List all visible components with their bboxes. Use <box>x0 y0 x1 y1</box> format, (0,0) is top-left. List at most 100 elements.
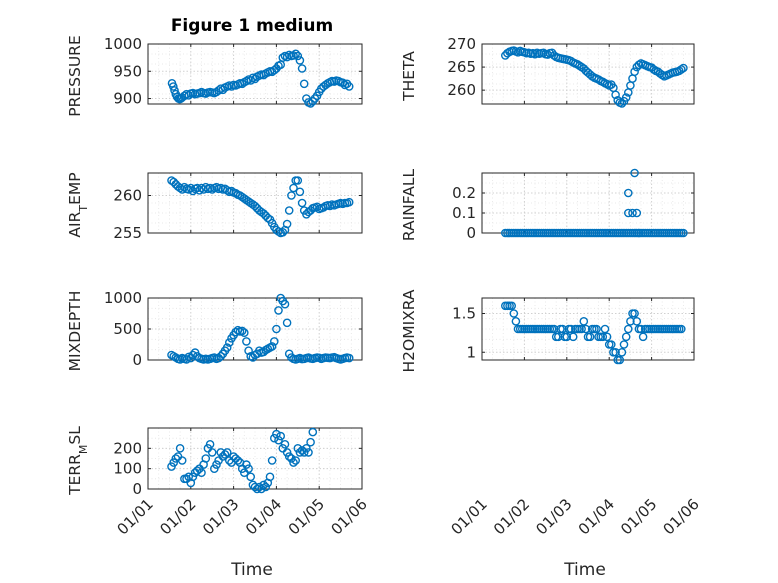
xtick-label-col1: 01/03 <box>199 495 242 538</box>
axes-theta: 260 265 270 THETA <box>400 35 695 108</box>
axes-mixdepth: 0 500 1000 MIXDEPTH <box>66 289 363 372</box>
terr-msl-marker <box>205 439 215 449</box>
pressure-marker <box>293 51 303 61</box>
xtick-label-col2: 01/05 <box>617 495 660 538</box>
terr-msl-marker <box>192 466 202 476</box>
axes-terr-msl: 0 100 200 TERRMSL <box>66 426 363 498</box>
terr-msl-marker <box>169 458 178 467</box>
xtick-label-col2: 01/03 <box>532 495 575 538</box>
air-temp-marker <box>175 183 185 193</box>
h2omixra-marker <box>624 324 633 334</box>
mixdepth-marker <box>222 343 232 352</box>
pressure-ylabel: PRESSURE <box>66 35 84 117</box>
terr-msl-marker <box>274 435 283 445</box>
air-temp-marker <box>278 227 288 237</box>
h2omixra-marker <box>592 324 601 334</box>
mixdepth-marker <box>282 318 292 328</box>
air-temp-marker <box>287 191 296 200</box>
axes-rainfall: 0 0.1 0.2 RAINFALL <box>400 168 695 242</box>
mixdepth-ylabel: MIXDEPTH <box>66 291 84 372</box>
h2omixra-marker <box>611 347 620 357</box>
pressure-marker <box>291 49 301 59</box>
air-temp-marker <box>231 188 240 198</box>
xtick-label-col2: 01/06 <box>660 495 703 538</box>
air-temp-marker <box>227 186 236 196</box>
xtick-label-col1: 01/02 <box>156 495 199 538</box>
axes-air-temp: 255 260 AIRTEMP <box>66 172 363 242</box>
terr-msl-marker <box>216 448 226 457</box>
terr-msl-marker <box>308 427 318 437</box>
h2omixra-marker <box>507 301 517 311</box>
mixdepth-marker <box>182 355 191 364</box>
terr-msl-marker <box>293 443 303 453</box>
rainfall-marker <box>624 208 633 218</box>
terr-msl-marker <box>177 456 187 465</box>
pressure-marker <box>242 76 251 86</box>
air-temp-marker <box>180 182 189 192</box>
terr-msl-marker <box>254 482 264 492</box>
mixdepth-marker <box>272 324 281 334</box>
terr-msl-marker <box>209 464 219 474</box>
pressure-ytick-label: 1000 <box>104 35 142 53</box>
theta-marker <box>679 63 688 73</box>
h2omixra-marker <box>566 324 576 334</box>
mixdepth-marker <box>237 326 247 336</box>
pressure-marker <box>299 79 309 89</box>
mixdepth-marker <box>274 306 283 315</box>
air-temp-marker <box>169 177 178 187</box>
mixdepth-marker <box>242 337 251 346</box>
h2omixra-marker <box>562 332 572 342</box>
terr-msl-marker <box>302 443 311 453</box>
terr-msl-marker <box>242 460 251 469</box>
terr-msl-ytick-label: 0 <box>132 480 142 498</box>
terr-msl-marker <box>282 448 292 457</box>
xtick-label-col1: 01/01 <box>114 495 157 538</box>
xtick-label-col2: 01/01 <box>448 495 491 538</box>
air-temp-marker <box>282 219 292 229</box>
air-temp-ytick-label: 260 <box>113 187 142 205</box>
theta-marker <box>649 65 659 74</box>
xtick-label-col1: 01/04 <box>242 495 285 538</box>
h2omixra-marker <box>554 332 563 342</box>
rainfall-ytick-label: 0.1 <box>452 204 476 222</box>
air-temp-marker <box>205 183 215 193</box>
pressure-marker <box>168 82 178 91</box>
pressure-marker <box>295 56 305 65</box>
air-temp-ytick-label: 255 <box>113 224 142 242</box>
terr-msl-marker <box>261 482 271 492</box>
terr-msl-marker <box>257 484 266 494</box>
mixdepth-marker <box>269 337 279 346</box>
terr-msl-marker <box>284 452 294 461</box>
terr-msl-axes-border <box>147 427 363 490</box>
mixdepth-ytick-label: 500 <box>113 320 142 338</box>
xtick-label-col2: 01/02 <box>490 495 533 538</box>
terr-msl-marker <box>306 437 315 447</box>
h2omixra-marker <box>626 316 635 326</box>
mixdepth-marker <box>244 346 253 356</box>
air-temp-marker <box>289 183 298 193</box>
h2omixra-ytick-label: 1 <box>466 343 476 361</box>
rainfall-marker <box>630 168 639 178</box>
theta-marker <box>677 65 686 74</box>
air-temp-marker <box>297 198 307 208</box>
mixdepth-marker <box>344 353 354 363</box>
pressure-marker <box>297 64 307 73</box>
h2omixra-marker <box>621 332 631 342</box>
xtick-label-col1: 01/05 <box>285 495 328 538</box>
theta-ytick-label: 270 <box>447 35 476 53</box>
terr-msl-marker <box>220 450 230 459</box>
air-temp-axes-border <box>147 172 363 234</box>
rainfall-marker <box>628 208 637 218</box>
terr-msl-ylabel: TERRMSL <box>66 426 90 496</box>
h2omixra-marker <box>581 324 591 334</box>
theta-marker <box>621 93 631 102</box>
terr-msl-marker <box>246 472 255 482</box>
air-temp-marker <box>295 187 305 197</box>
mixdepth-marker <box>254 346 264 356</box>
h2omixra-marker <box>549 324 559 334</box>
air-temp-marker <box>250 201 260 211</box>
terr-msl-marker <box>265 472 275 482</box>
terr-msl-marker <box>197 468 206 478</box>
pressure-marker <box>289 51 298 60</box>
rainfall-marker <box>624 188 633 198</box>
